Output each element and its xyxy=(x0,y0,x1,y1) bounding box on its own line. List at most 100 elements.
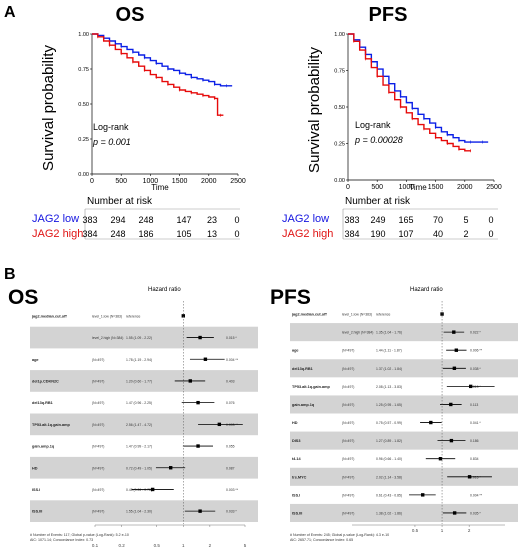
km-x-tick-label: 2000 xyxy=(457,184,473,191)
km-curve-jag2-high xyxy=(348,33,471,152)
forest-hr-label: 2.56 (1.47 - 4.72) xyxy=(126,423,152,427)
risk-table-cell: 70 xyxy=(433,215,443,225)
forest-hr-label: 0.61 (0.43 - 0.85) xyxy=(376,493,402,497)
forest-hr-label: 1.47 (0.99 - 2.17) xyxy=(126,445,152,449)
km-y-tick-label: 1.00 xyxy=(78,32,89,38)
panel-a-label: A xyxy=(4,4,16,21)
forest-group-label: (N=497) xyxy=(342,475,354,479)
forest-x-tick-label: 0.5 xyxy=(154,543,161,548)
km-y-tick-label: 1.00 xyxy=(334,32,345,38)
forest-hr-square xyxy=(203,357,208,361)
forest-hr-square xyxy=(198,335,202,340)
risk-table-cell: 40 xyxy=(433,229,443,239)
km-x-tick-label: 500 xyxy=(115,178,127,185)
forest-group-label: (N=497) xyxy=(92,401,104,405)
forest-x-tick-label: 1 xyxy=(441,528,444,533)
km-os-panel: OS Survival probability 0.00 0.25 0.50 0.75… xyxy=(40,4,246,192)
forest-os-footer-2: AIC: 1071.14; Concordance Index: 0.73 xyxy=(30,538,93,542)
km-x-tick-label: 1000 xyxy=(143,178,159,185)
forest-p-value: 0.004 ** xyxy=(470,493,483,497)
forest-hr-square xyxy=(168,466,173,470)
risk-table-cell: 294 xyxy=(110,215,125,225)
km-pfs-risk-label-low: JAG2 low xyxy=(282,213,329,225)
forest-variable-label: age xyxy=(32,358,39,362)
km-y-tick-label: 0.50 xyxy=(334,105,345,111)
forest-group-label: level_2.high (N=384) xyxy=(342,331,373,335)
km-os-risk-title: Number at risk xyxy=(87,196,153,207)
forest-group-label: (N=497) xyxy=(342,439,354,443)
forest-hr-square xyxy=(452,330,456,334)
forest-variable-label: ISS.I xyxy=(32,488,40,492)
forest-group-label: (N=497) xyxy=(342,403,354,407)
risk-table-cell: 165 xyxy=(398,215,413,225)
km-pfs-plot-area xyxy=(340,34,495,179)
forest-pfs-title: PFS xyxy=(270,286,311,309)
km-pfs-risk-title: Number at risk xyxy=(345,196,411,207)
forest-hr-square xyxy=(449,402,453,407)
forest-variable-label: HD xyxy=(292,421,298,425)
km-y-tick-label: 0.75 xyxy=(78,67,89,73)
forest-x-tick-label: 5 xyxy=(244,543,247,548)
forest-hr-square xyxy=(188,379,192,383)
km-pfs-xlabel: Time xyxy=(409,183,427,192)
km-os-annotation-line1: Log-rank xyxy=(93,122,129,132)
risk-table-cell: 0 xyxy=(234,229,239,239)
forest-p-value: 0.016 * xyxy=(470,475,481,479)
km-pfs-title: PFS xyxy=(369,4,408,26)
forest-row-shade xyxy=(290,431,518,450)
forest-variable-label: trs.MYC xyxy=(292,475,307,479)
km-y-tick-label: 0.00 xyxy=(334,178,345,184)
forest-variable-label: ISS.III xyxy=(292,511,302,515)
forest-hr-square xyxy=(449,438,454,443)
forest-hr-square xyxy=(454,348,459,352)
risk-table-cell: 0 xyxy=(234,215,239,225)
forest-p-value: 0.019 * xyxy=(470,385,481,389)
forest-hr-square xyxy=(438,457,443,461)
forest-hr-label: 1.25 (0.95 - 1.65) xyxy=(376,403,402,407)
forest-hr-square xyxy=(421,493,425,497)
forest-group-label: (N=497) xyxy=(92,445,104,449)
forest-hr-label: 1.20 (0.60 - 1.77) xyxy=(126,379,152,383)
forest-pfs-panel: PFS Hazard ratio jag2.median.cut.off leve… xyxy=(270,286,518,542)
risk-table-cell: 5 xyxy=(463,215,468,225)
forest-row-shade xyxy=(30,370,258,392)
km-x-tick-label: 2000 xyxy=(201,178,217,185)
forest-p-value: 0.033 * xyxy=(226,510,237,514)
forest-hr-label: 2.08 (1.13 - 3.83) xyxy=(376,385,402,389)
forest-hr-label: 0.96 (0.66 - 1.40) xyxy=(376,457,402,461)
km-y-tick-label: 0.25 xyxy=(78,137,89,143)
forest-group-label: (N=497) xyxy=(342,385,354,389)
forest-variable-label: del13q.RB1 xyxy=(32,401,53,405)
forest-group-label: (N=497) xyxy=(92,510,104,514)
forest-hr-label: 0.45 (0.26 - 0.78) xyxy=(126,488,152,492)
km-x-tick-label: 500 xyxy=(371,184,383,191)
forest-group-label: level_1.low (N=383) xyxy=(92,314,122,318)
forest-variable-label: del13q.RB1 xyxy=(292,367,313,371)
forest-hr-label: 1.55 (1.09 - 2.22) xyxy=(126,336,152,340)
km-y-tick-label: 0.50 xyxy=(78,102,89,108)
forest-x-tick-label: 0.2 xyxy=(118,543,125,548)
forest-x-tick-label: 1 xyxy=(182,543,185,548)
forest-x-tick-label: 0.1 xyxy=(92,543,99,548)
forest-group-label: (N=497) xyxy=(92,358,104,362)
km-x-tick-label: 1500 xyxy=(428,184,444,191)
forest-group-label: (N=497) xyxy=(92,488,104,492)
forest-group-label: (N=497) xyxy=(92,379,104,383)
forest-group-label: (N=497) xyxy=(342,511,354,515)
forest-hr-label: 1.35 (1.04 - 1.76) xyxy=(376,331,402,335)
forest-row-shade xyxy=(30,413,258,436)
km-os-xlabel: Time xyxy=(151,183,169,192)
forest-pfs-footer-2: AIC: 2657.71; Concordance Index: 0.65 xyxy=(290,538,353,542)
forest-group-label: (N=497) xyxy=(342,349,354,353)
forest-variable-label: age xyxy=(292,349,299,353)
forest-x-tick-label: 0.5 xyxy=(412,528,419,533)
forest-p-value: 0.834 xyxy=(470,457,479,461)
forest-p-value: 0.186 xyxy=(470,439,479,443)
forest-hr-square xyxy=(452,511,457,515)
km-os-ylabel: Survival probability xyxy=(40,45,57,171)
forest-hr-square xyxy=(429,420,433,425)
forest-variable-label: TP53.alt.1q.gain.amp xyxy=(292,385,330,389)
risk-table-cell: 248 xyxy=(138,215,153,225)
forest-p-value: 0.035 * xyxy=(470,511,481,515)
